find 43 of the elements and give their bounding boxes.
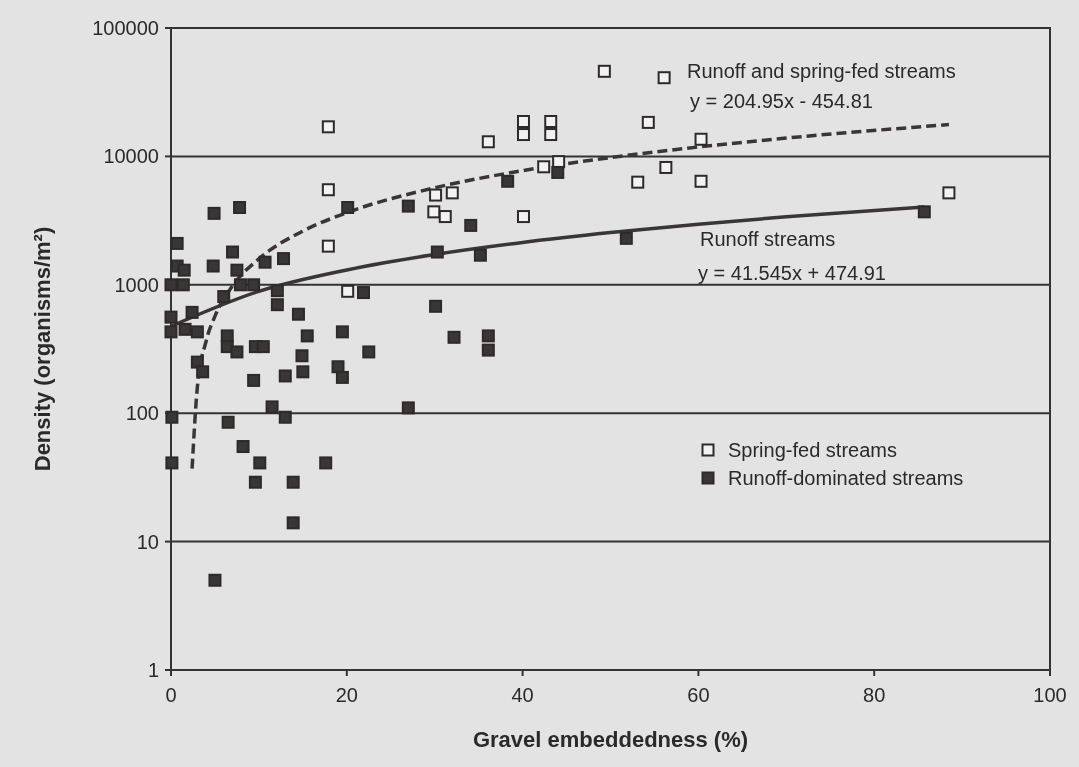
annotation: Runoff streams bbox=[700, 228, 836, 250]
y-tick-label: 10000 bbox=[103, 145, 159, 168]
y-axis-title: Density (organisms/m²) bbox=[30, 226, 55, 472]
x-tick-label: 100 bbox=[1033, 684, 1067, 706]
point bbox=[321, 183, 335, 197]
point bbox=[481, 135, 495, 149]
y-tick-label: 1 bbox=[147, 659, 159, 681]
point bbox=[321, 120, 335, 134]
x-tick-label: 60 bbox=[687, 684, 710, 706]
point bbox=[341, 284, 355, 298]
point bbox=[942, 186, 956, 200]
annotation: y = 204.95x - 454.81 bbox=[690, 90, 873, 112]
point bbox=[445, 186, 459, 200]
point bbox=[597, 64, 611, 78]
x-tick-label: 40 bbox=[511, 684, 534, 706]
point bbox=[544, 128, 558, 142]
annotation: y = 41.545x + 474.91 bbox=[698, 262, 886, 284]
point bbox=[516, 210, 530, 224]
point bbox=[659, 160, 673, 174]
point bbox=[427, 205, 441, 219]
point bbox=[694, 174, 708, 188]
point bbox=[641, 115, 655, 129]
y-tick-label: 1000 bbox=[114, 273, 159, 296]
point bbox=[321, 239, 335, 253]
y-tick-label: 100 bbox=[125, 402, 159, 425]
point bbox=[516, 115, 530, 128]
x-axis-title: Gravel embeddedness (%) bbox=[472, 727, 749, 752]
point bbox=[516, 128, 530, 142]
legend-label: Runoff-dominated streams bbox=[728, 467, 964, 489]
point bbox=[657, 71, 671, 85]
legend-label: Spring-fed streams bbox=[728, 439, 897, 461]
point bbox=[631, 175, 645, 189]
point bbox=[429, 188, 443, 202]
x-tick-label: 20 bbox=[335, 684, 358, 706]
x-tick-label: 0 bbox=[165, 684, 177, 706]
point bbox=[544, 115, 558, 128]
point bbox=[537, 160, 551, 174]
y-tick-label: 100000 bbox=[92, 17, 159, 39]
point bbox=[694, 132, 708, 146]
y-tick-label: 10 bbox=[136, 530, 159, 553]
point bbox=[438, 210, 452, 224]
annotation: Runoff and spring-fed streams bbox=[687, 60, 956, 82]
x-tick-label: 80 bbox=[863, 684, 886, 706]
